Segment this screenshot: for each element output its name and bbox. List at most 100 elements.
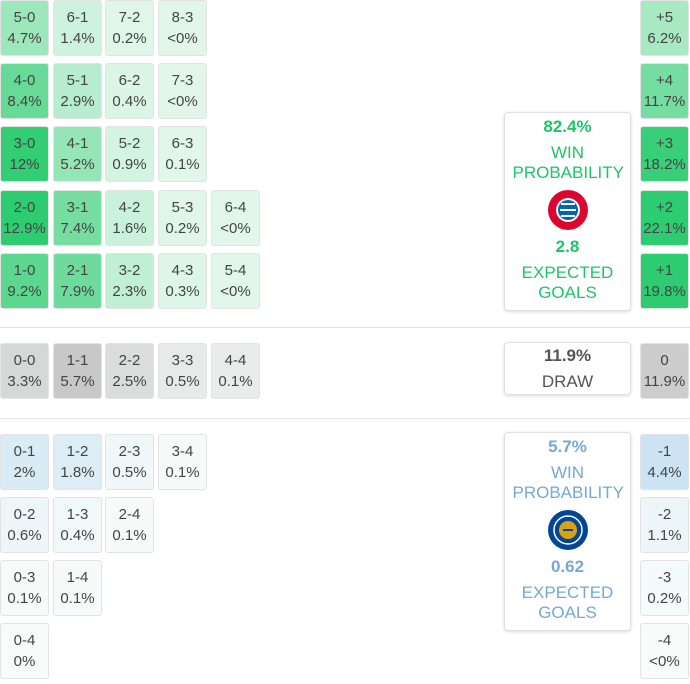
score-cell: 3-3 0.5% bbox=[158, 343, 207, 399]
probability: 1.8% bbox=[60, 464, 95, 481]
score-cell: -2 1.1% bbox=[640, 497, 689, 553]
score-label: 5-1 bbox=[66, 72, 89, 89]
score-label: -1 bbox=[657, 443, 672, 460]
score-label: -2 bbox=[657, 506, 672, 523]
score-label: 3-0 bbox=[13, 135, 36, 152]
probability: 22.1% bbox=[643, 220, 686, 237]
score-cell: 1-2 1.8% bbox=[53, 434, 102, 490]
probability: 2.5% bbox=[112, 373, 147, 390]
probability: 0.5% bbox=[112, 464, 147, 481]
score-label: 5-0 bbox=[13, 9, 36, 26]
score-cell: 8-3 <0% bbox=[158, 0, 207, 56]
probability: 0.1% bbox=[218, 373, 253, 390]
win-label: WIN PROBABILITY bbox=[512, 463, 624, 502]
probability: 7.4% bbox=[60, 220, 95, 237]
probability: 0.3% bbox=[165, 283, 200, 300]
score-cell: -4 <0% bbox=[640, 623, 689, 679]
score-label: 7-2 bbox=[118, 9, 141, 26]
away-card: 5.7% WIN PROBABILITY 0.62 EXPECTED GOALS bbox=[504, 432, 631, 631]
probability: 2% bbox=[13, 464, 36, 481]
score-label: 5-2 bbox=[118, 135, 141, 152]
score-cell: +4 11.7% bbox=[640, 63, 689, 119]
score-label: 4-1 bbox=[66, 135, 89, 152]
xg-label: EXPECTED GOALS bbox=[521, 583, 614, 622]
probability: 3.3% bbox=[7, 373, 42, 390]
score-cell: +1 19.8% bbox=[640, 253, 689, 309]
probability: 7.9% bbox=[60, 283, 95, 300]
score-cell: 4-1 5.2% bbox=[53, 126, 102, 182]
probability: 1.4% bbox=[60, 30, 95, 47]
probability: 11.7% bbox=[643, 93, 686, 110]
score-cell: 5-3 0.2% bbox=[158, 190, 207, 246]
probability: 19.8% bbox=[643, 283, 686, 300]
score-cell: -1 4.4% bbox=[640, 434, 689, 490]
score-cell: 6-1 1.4% bbox=[53, 0, 102, 56]
score-cell: +3 18.2% bbox=[640, 126, 689, 182]
away-logo bbox=[547, 510, 588, 550]
score-cell: 2-0 12.9% bbox=[0, 190, 49, 246]
score-label: +4 bbox=[655, 72, 674, 89]
score-cell: 5-1 2.9% bbox=[53, 63, 102, 119]
score-cell: 3-1 7.4% bbox=[53, 190, 102, 246]
score-cell: 0-2 0.6% bbox=[0, 497, 49, 553]
score-label: -4 bbox=[657, 632, 672, 649]
score-cell: 1-0 9.2% bbox=[0, 253, 49, 309]
score-label: 6-1 bbox=[66, 9, 89, 26]
score-cell: 5-0 4.7% bbox=[0, 0, 49, 56]
probability: 0.1% bbox=[7, 590, 42, 607]
score-label: 5-3 bbox=[171, 199, 194, 216]
score-label: 2-2 bbox=[118, 352, 141, 369]
score-cell: 7-2 0.2% bbox=[105, 0, 154, 56]
score-cell: 5-2 0.9% bbox=[105, 126, 154, 182]
score-label: 0-0 bbox=[13, 352, 36, 369]
score-cell: 0-0 3.3% bbox=[0, 343, 49, 399]
score-label: 4-0 bbox=[13, 72, 36, 89]
probability: <0% bbox=[167, 30, 198, 47]
probability: 9.2% bbox=[7, 283, 42, 300]
score-cell: 5-4 <0% bbox=[211, 253, 260, 309]
score-cell: 0-3 0.1% bbox=[0, 560, 49, 616]
probability: 0.5% bbox=[165, 373, 200, 390]
xg-label: EXPECTED GOALS bbox=[521, 263, 614, 302]
probability: 0.2% bbox=[647, 590, 682, 607]
win-prob: 5.7% bbox=[548, 437, 587, 456]
probability: 4.7% bbox=[7, 30, 42, 47]
probability: 0.2% bbox=[112, 30, 147, 47]
score-label: 3-2 bbox=[118, 262, 141, 279]
score-cell: 2-3 0.5% bbox=[105, 434, 154, 490]
score-cell: 2-4 0.1% bbox=[105, 497, 154, 553]
score-label: 0-2 bbox=[13, 506, 36, 523]
probability: <0% bbox=[220, 283, 251, 300]
score-label: 6-2 bbox=[118, 72, 141, 89]
score-cell: 4-0 8.4% bbox=[0, 63, 49, 119]
score-label: 0-1 bbox=[13, 443, 36, 460]
score-label: 4-3 bbox=[171, 262, 194, 279]
probability: <0% bbox=[220, 220, 251, 237]
probability: 2.3% bbox=[112, 283, 147, 300]
score-cell: +5 6.2% bbox=[640, 0, 689, 56]
score-cell: 0-1 2% bbox=[0, 434, 49, 490]
score-cell: 3-4 0.1% bbox=[158, 434, 207, 490]
win-label: WIN PROBABILITY bbox=[512, 143, 624, 182]
score-label: +1 bbox=[655, 262, 674, 279]
probability: 6.2% bbox=[647, 30, 682, 47]
score-label: 3-4 bbox=[171, 443, 194, 460]
score-cell: 1-4 0.1% bbox=[53, 560, 102, 616]
score-cell: 3-2 2.3% bbox=[105, 253, 154, 309]
score-cell: 4-3 0.3% bbox=[158, 253, 207, 309]
probability: 8.4% bbox=[7, 93, 42, 110]
probability: 18.2% bbox=[643, 156, 686, 173]
probability: 0% bbox=[13, 653, 36, 670]
probability: 0.4% bbox=[112, 93, 147, 110]
probability: 2.9% bbox=[60, 93, 95, 110]
score-label: 0-3 bbox=[13, 569, 36, 586]
score-label: 7-3 bbox=[171, 72, 194, 89]
draw-prob: 11.9% bbox=[543, 345, 592, 365]
probability: 0.1% bbox=[165, 464, 200, 481]
score-cell: 1-3 0.4% bbox=[53, 497, 102, 553]
score-label: 2-4 bbox=[118, 506, 141, 523]
score-cell: 6-4 <0% bbox=[211, 190, 260, 246]
score-label: 3-3 bbox=[171, 352, 194, 369]
score-label: +3 bbox=[655, 135, 674, 152]
